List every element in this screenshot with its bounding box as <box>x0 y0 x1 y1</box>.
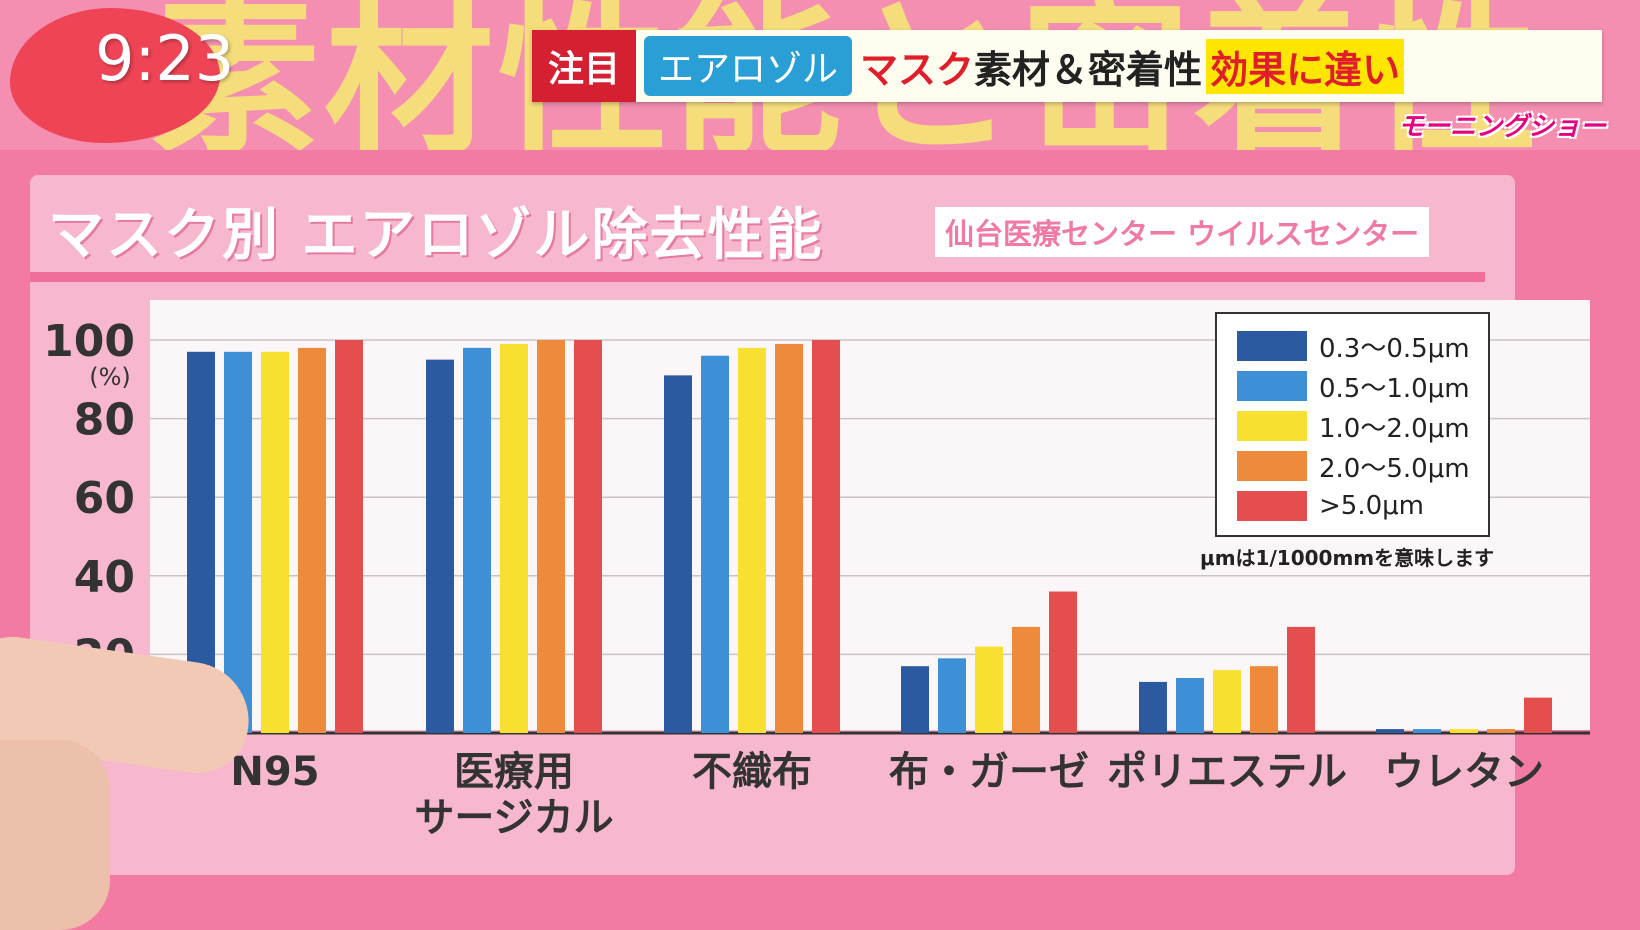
bar <box>1213 670 1241 733</box>
legend-swatch <box>1237 491 1307 521</box>
x-tick-label: 不織布 <box>692 749 812 795</box>
legend-item: 0.5〜1.0μm <box>1237 366 1488 406</box>
bar <box>426 359 454 733</box>
chart-source: 仙台医療センター ウイルスセンター <box>935 207 1430 257</box>
y-tick-label: 80 <box>74 395 135 446</box>
bar <box>1524 697 1552 733</box>
x-tick-label: ウレタン <box>1384 749 1544 795</box>
x-tick-label: 布・ガーゼ <box>889 749 1089 795</box>
bar <box>975 646 1003 733</box>
bar <box>500 343 528 733</box>
headline-highlight-text: 効果に違い <box>1206 38 1405 94</box>
y-tick-label: 40 <box>74 552 135 603</box>
clock-time: 9:23 <box>95 22 235 95</box>
bar <box>1176 677 1204 733</box>
show-logo: モーニングショー <box>1398 112 1607 142</box>
x-tick-label: N95 <box>230 749 319 795</box>
presenter-hand <box>0 740 110 930</box>
headline-red-text: マスク <box>860 47 975 92</box>
y-axis-unit: (%) <box>89 363 131 391</box>
x-tick-label: 医療用 <box>454 749 574 795</box>
legend-label: >5.0μm <box>1319 491 1425 521</box>
legend-label: 0.3〜0.5μm <box>1319 333 1470 364</box>
legend-item: 2.0〜5.0μm <box>1237 446 1488 486</box>
bar <box>1413 729 1441 733</box>
bar <box>664 375 692 733</box>
headline-tag-topic: エアロゾル <box>644 36 853 96</box>
bar <box>775 343 803 733</box>
bar <box>574 340 602 733</box>
legend-item: >5.0μm <box>1237 486 1488 526</box>
legend-label: 2.0〜5.0μm <box>1319 453 1470 484</box>
bar <box>537 340 565 733</box>
bar <box>261 351 289 733</box>
bar <box>1012 626 1040 733</box>
y-tick-label: 60 <box>74 473 135 524</box>
title-underline <box>30 272 1485 282</box>
bar <box>738 347 766 733</box>
headline-ticker: 注目 エアロゾル マスク 素材＆密着性 効果に違い <box>532 30 1602 102</box>
bar <box>701 355 729 733</box>
legend: 0.3〜0.5μm 0.5〜1.0μm 1.0〜2.0μm 2.0〜5.0μm >5.0… <box>1215 312 1490 537</box>
bar <box>1287 626 1315 733</box>
headline-black-text: 素材＆密着性 <box>974 47 1203 92</box>
bar <box>812 340 840 733</box>
bar <box>901 666 929 733</box>
bar <box>1250 666 1278 733</box>
bar <box>1049 591 1077 733</box>
bar <box>1487 729 1515 733</box>
headline-tag-notice: 注目 <box>532 30 637 102</box>
bar <box>224 351 252 733</box>
bar <box>1376 729 1404 733</box>
legend-swatch <box>1237 411 1307 441</box>
legend-item: 0.3〜0.5μm <box>1237 326 1488 366</box>
legend-label: 0.5〜1.0μm <box>1319 373 1470 404</box>
y-tick-label: 100 <box>43 316 135 367</box>
bar <box>1139 681 1167 733</box>
legend-swatch <box>1237 371 1307 401</box>
bar <box>938 658 966 733</box>
bar <box>463 347 491 733</box>
legend-item: 1.0〜2.0μm <box>1237 406 1488 446</box>
bar <box>298 347 326 733</box>
legend-swatch <box>1237 451 1307 481</box>
bar <box>335 340 363 733</box>
x-tick-label: ポリエステル <box>1107 749 1347 795</box>
legend-note: μmは1/1000mmを意味します <box>1200 546 1495 570</box>
legend-swatch <box>1237 331 1307 361</box>
bar <box>1450 729 1478 733</box>
legend-label: 1.0〜2.0μm <box>1319 413 1470 444</box>
x-tick-label: サージカル <box>414 795 613 841</box>
chart-title: マスク別 エアロゾル除去性能 <box>48 203 824 268</box>
clock-badge <box>10 8 220 143</box>
